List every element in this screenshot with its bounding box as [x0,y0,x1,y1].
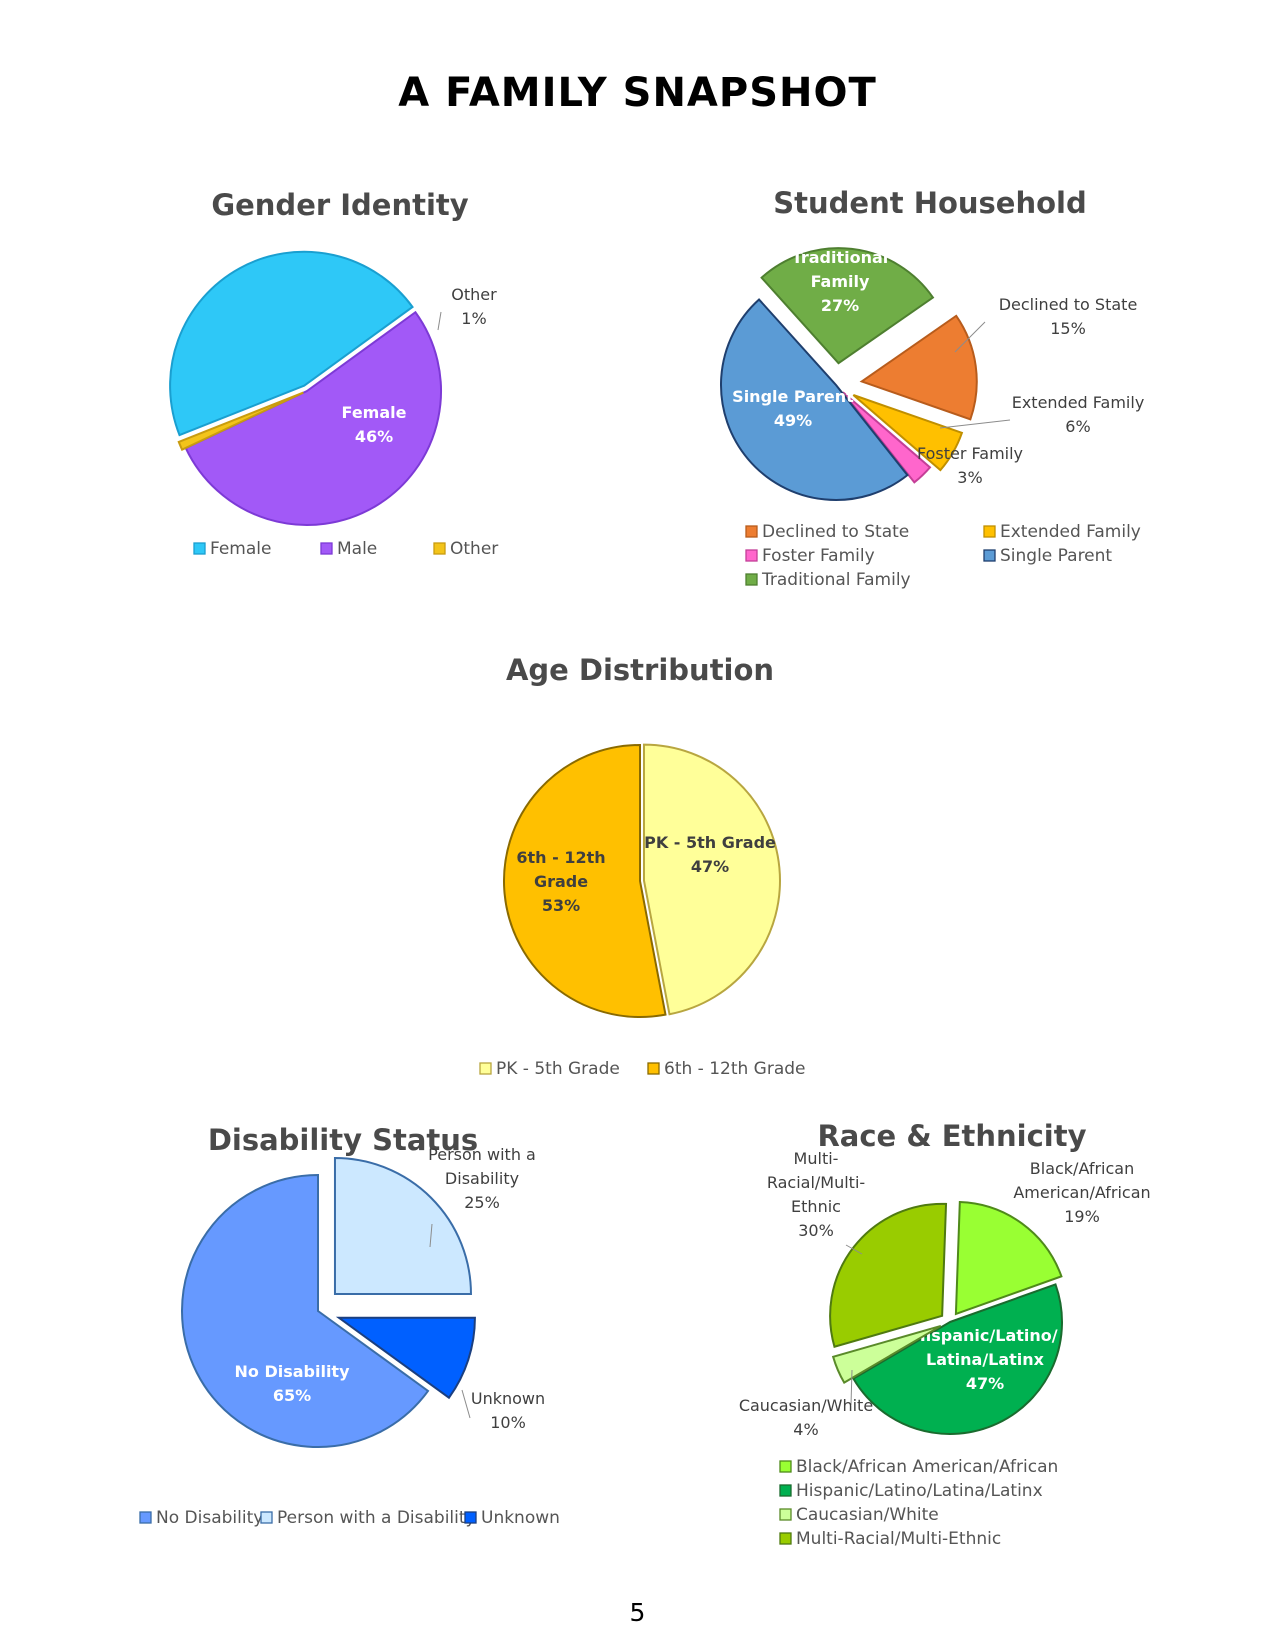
age-slice-pk-5th-grade [642,743,781,1016]
age-legend-item: PK - 5th Grade [496,1059,620,1079]
race-legend-swatch [779,1532,792,1545]
gender-slice-male [184,310,442,527]
disability-data-label: Person with a Disability 25% [428,1145,536,1212]
race-leader-line [850,1369,853,1406]
household-slice-extended-family [852,394,964,472]
household-legend-item: Single Parent [1000,546,1112,566]
household-legend-item: Foster Family [762,546,875,566]
disability-legend-swatch [260,1511,273,1524]
household-legend-swatch [745,549,758,562]
disability-leader-line [429,1223,433,1248]
race-slice-black-african-american-african [954,1200,1063,1316]
household-slice-traditional-family [760,247,935,365]
age-chart-title: Age Distribution [506,653,774,687]
household-data-label: Traditional Family 27% [792,248,889,315]
disability-legend-item: Person with a Disability [277,1508,476,1528]
disability-legend-item: Unknown [481,1508,560,1528]
disability-chart-title: Disability Status [208,1123,478,1157]
race-data-label: Caucasian/White 4% [739,1396,873,1439]
race-slice-caucasian-white [831,1324,942,1384]
page-title: A FAMILY SNAPSHOT [398,70,877,116]
household-legend-swatch [983,549,996,562]
race-slice-hispanic-latino-latina-latinx [852,1283,1063,1435]
household-legend-swatch [745,573,758,586]
disability-leader-line [461,1389,471,1419]
gender-leader-line [437,311,442,331]
age-data-label: PK - 5th Grade 47% [644,833,776,876]
gender-chart: Gender IdentityMale53%Other1%Female46%Fe… [169,188,498,559]
gender-legend-swatch [193,542,206,555]
household-slice-foster-family [842,391,932,484]
age-legend-swatch [479,1062,492,1075]
race-chart-title: Race & Ethnicity [817,1119,1086,1153]
gender-legend: Female Male Other [193,539,498,559]
household-slice-single-parent [719,298,909,501]
page-number: 5 [629,1598,646,1627]
race-data-label: Black/African American/African 19% [1013,1159,1150,1226]
gender-legend-swatch [320,542,333,555]
race-legend-item: Hispanic/Latino/Latina/Latinx [796,1481,1043,1501]
disability-legend-swatch [139,1511,152,1524]
age-chart: Age Distribution PK - 5th Grade 47% 6th - 1… [479,653,806,1079]
household-chart-title: Student Household [773,186,1086,220]
age-data-label: 6th - 12th Grade 53% [516,848,605,915]
race-legend-item: Black/African American/African [796,1457,1058,1477]
household-leader-line [939,419,1011,429]
disability-legend: No Disability Person with a Disability Unk… [139,1508,560,1528]
race-legend-item: Multi-Racial/Multi-Ethnic [796,1529,1001,1549]
gender-slice-other [177,391,304,451]
race-legend-swatch [779,1508,792,1521]
race-leader-line [845,1244,863,1255]
household-legend-swatch [983,525,996,538]
age-legend: PK - 5th Grade 6th - 12th Grade [479,1059,806,1079]
age-legend-item: 6th - 12th Grade [664,1059,806,1079]
race-legend-swatch [779,1484,792,1497]
race-legend-swatch [779,1460,792,1473]
gender-legend-item: Other [450,539,498,559]
household-data-label: Foster Family 3% [917,444,1023,487]
household-legend-item: Declined to State [762,522,909,542]
disability-data-label: No Disability 65% [234,1362,350,1405]
gender-legend-swatch [433,542,446,555]
household-legend-swatch [745,525,758,538]
race-slice-multi-racial-multi-ethnic [829,1202,948,1348]
household-data-label: Extended Family 6% [1012,393,1145,436]
gender-chart-title: Gender Identity [211,188,468,222]
disability-slice-no-disability [181,1173,430,1448]
household-data-label: Single Parent 49% [732,387,854,430]
race-data-label: Multi-Racial/Multi-Ethnic 30% [767,1149,865,1240]
race-legend: Black/African American/African Hispanic/L… [779,1457,1058,1549]
race-chart: Race & Ethnicity Black/African American/Af… [739,1119,1151,1549]
gender-slice-female [169,250,414,437]
disability-data-label: Unknown 10% [471,1389,545,1432]
household-slice-declined-to-state [859,314,978,421]
household-leader-line [954,321,986,353]
disability-legend-item: No Disability [156,1508,263,1528]
household-legend-item: Traditional Family [761,570,911,590]
disability-slice-unknown [335,1316,476,1400]
gender-data-label: Female 46% [342,403,407,446]
household-legend-item: Extended Family [1000,522,1141,542]
race-data-label: Hispanic/Latino/Latina/Latinx 47% [912,1326,1057,1393]
household-chart: Student Household Traditional Family 27% Dec… [719,186,1145,590]
age-slice-6th-12th-grade [503,743,667,1018]
disability-slice-person-with-a-disability [333,1157,472,1296]
age-legend-swatch [647,1062,660,1075]
disability-legend-swatch [464,1511,477,1524]
gender-data-label: Other 1% [451,285,497,328]
household-legend: Declined to State Extended Family Foster F… [745,522,1141,590]
gender-legend-item: Female [210,539,271,559]
race-legend-item: Caucasian/White [796,1505,939,1525]
gender-legend-item: Male [337,539,377,559]
household-data-label: Declined to State 15% [999,295,1138,338]
